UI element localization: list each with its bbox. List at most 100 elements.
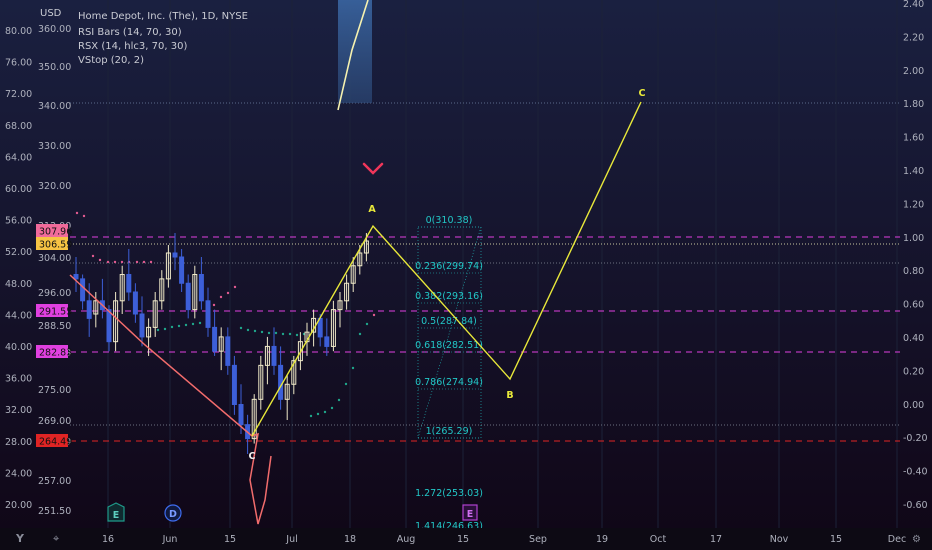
rsi-tick-label: 40.00 [5, 342, 32, 353]
sell-signal-icon [362, 162, 384, 175]
candle-body [205, 300, 211, 328]
pink-wave-line [69, 274, 272, 525]
time-tick-label: Aug [397, 534, 416, 545]
candle-body [139, 313, 145, 338]
candle-body [106, 309, 112, 343]
earnings-marker-upcoming[interactable]: E [462, 504, 478, 521]
rsx-tick-label: 2.20 [903, 32, 924, 43]
price-tag [36, 304, 68, 317]
axis-corner-icons: Y ⌖ ⚙ [15, 532, 921, 545]
time-tick-label: 16 [102, 534, 114, 545]
rsx-tick-label: 0.60 [903, 300, 924, 311]
candle-body [363, 240, 369, 254]
candle-body [80, 278, 86, 302]
candle-body [284, 383, 290, 400]
time-tick-label: 18 [344, 534, 356, 545]
candle-body [192, 274, 198, 311]
vstop-dot [98, 258, 102, 262]
wave-label-a: A [368, 204, 376, 215]
fib-level-label: 0(310.38) [426, 215, 473, 226]
wave-label-c-yellow: C [639, 88, 646, 99]
fib-retracement: 0(310.38) 0.236(299.74) 0.382(293.16) 0.5(2… [415, 215, 483, 532]
vstop-dot [288, 332, 292, 336]
price-tag-label: 291.55 [39, 307, 72, 318]
rsi-tick-label: 24.00 [5, 468, 32, 479]
price-tags: 307.96 306.59 291.55 282.83 264.49 [36, 224, 72, 448]
vstop-dot [316, 412, 320, 416]
time-tick-label: 15 [224, 534, 236, 545]
price-tick-label: 320.00 [38, 181, 71, 192]
vstop-dot [330, 406, 334, 410]
chart-legend: USD Home Depot, Inc. (The), 1D, NYSE RSI… [40, 8, 248, 66]
rsi-tick-label: 60.00 [5, 184, 32, 195]
yellow-wave-line [251, 101, 642, 437]
svg-text:E: E [467, 509, 474, 520]
candle-body [258, 364, 264, 400]
rsi-tick-label: 56.00 [5, 216, 32, 227]
candle-body [198, 274, 204, 302]
vstop-dot [253, 329, 257, 333]
price-tick-label: 304.00 [38, 253, 71, 264]
candle-body [251, 398, 257, 440]
price-tag [36, 237, 68, 250]
rsx-tick-label: 0.40 [903, 333, 924, 344]
vertical-gridlines [107, 0, 898, 528]
rsx-tick-label: -0.40 [903, 467, 928, 478]
vstop-dot [365, 322, 369, 326]
rsi-tick-label: 72.00 [5, 89, 32, 100]
rsx-tick-label: 0.20 [903, 366, 924, 377]
candle-body [271, 345, 277, 366]
candle-body [73, 274, 79, 280]
rsi-tick-label: 32.00 [5, 405, 32, 416]
candle-body [165, 252, 171, 280]
vstop-dot [267, 331, 271, 335]
time-tick-label: Jul [285, 534, 297, 545]
earnings-marker[interactable]: E [107, 502, 125, 522]
candle-body [330, 309, 336, 347]
currency-label: USD [40, 8, 62, 19]
fib-level-label: 0.618(282.51) [415, 340, 483, 351]
rsx-tick-label: 2.00 [903, 66, 924, 77]
rsi-tick-label: 52.00 [5, 247, 32, 258]
price-tag [36, 224, 68, 237]
candle-body [212, 326, 218, 352]
rsx-tick-label: -0.60 [903, 500, 928, 511]
fib-level-label: 1.272(253.03) [415, 488, 483, 499]
time-axis-labels: 16 Jun 15 Jul 18 Aug 15 Sep 19 Oct 17 Nov 15 Dec [102, 534, 906, 545]
vstop-dot [344, 382, 348, 386]
settings-icon[interactable]: ⚙ [912, 534, 921, 545]
rsx-line [337, 0, 369, 111]
price-tag-label: 307.96 [39, 227, 72, 238]
price-tick-label: 269.00 [38, 416, 71, 427]
vstop-dot [239, 326, 243, 330]
price-tick-label: 296.00 [38, 288, 71, 299]
vstop-dot [212, 303, 216, 307]
vstop-dot [226, 291, 230, 295]
price-tick-label: 275.00 [38, 385, 71, 396]
vstop-dot [120, 260, 124, 264]
vstop-dot [163, 327, 167, 331]
vstop-dot [260, 330, 264, 334]
indicator-vstop: VStop (20, 2) [78, 55, 144, 66]
dividend-marker[interactable]: D [164, 504, 182, 522]
rsx-tick-label: 1.80 [903, 99, 924, 110]
vstop-dot [351, 366, 355, 370]
price-tick-label: 257.00 [38, 476, 71, 487]
wave-label-b: B [506, 390, 513, 401]
candle-body [152, 300, 158, 328]
vstop-dot [106, 260, 110, 264]
candle-body [132, 291, 138, 315]
fib-level-label: 0.382(293.16) [415, 291, 483, 302]
vstop-dot [184, 323, 188, 327]
time-tick-label: 15 [830, 534, 842, 545]
candle-body [86, 300, 92, 319]
fib-level-label: 1(265.29) [426, 426, 473, 437]
candle-body [278, 364, 284, 400]
price-tag [36, 345, 68, 358]
time-tick-label: 15 [457, 534, 469, 545]
zoom-icon[interactable]: ⌖ [53, 532, 59, 545]
candle-body [172, 252, 178, 258]
rsi-tick-label: 36.00 [5, 374, 32, 385]
